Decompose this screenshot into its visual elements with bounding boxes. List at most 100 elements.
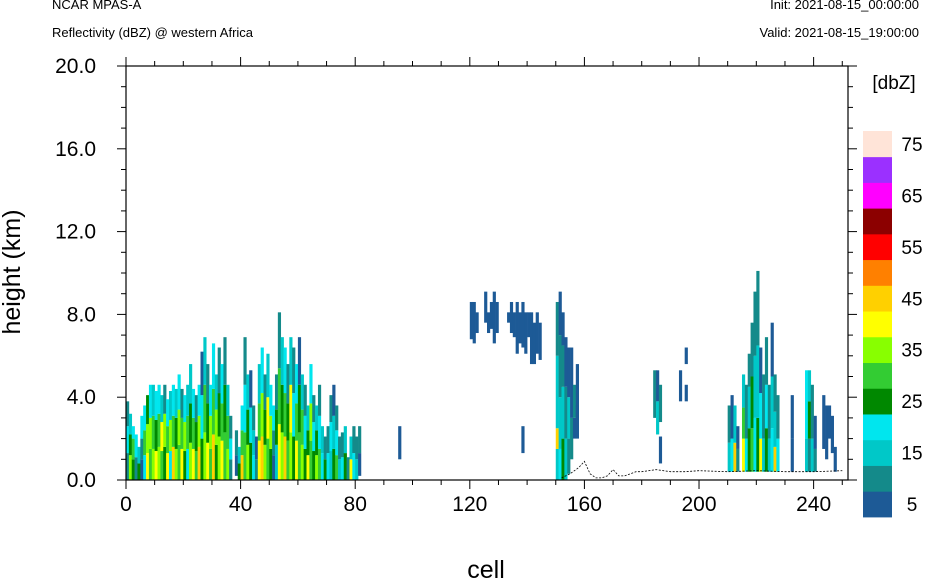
reflectivity-cell: [306, 405, 310, 431]
reflectivity-cell: [163, 446, 167, 480]
reflectivity-cell: [340, 457, 345, 480]
reflectivity-cell: [730, 395, 734, 439]
reflectivity-cell: [289, 432, 293, 480]
reflectivity-cell: [266, 397, 270, 439]
colorbar-tick-label: 35: [901, 341, 922, 362]
plot-border: [125, 65, 849, 481]
reflectivity-cell: [329, 395, 333, 423]
reflectivity-cell: [174, 388, 178, 418]
reflectivity-cell: [767, 384, 771, 439]
reflectivity-cell: [747, 428, 751, 472]
reflectivity-cell: [200, 351, 204, 396]
reflectivity-cell: [143, 405, 147, 431]
reflectivity-cell: [203, 432, 207, 480]
reflectivity-cell: [194, 395, 198, 423]
reflectivity-cell: [306, 430, 310, 456]
reflectivity-cell: [561, 312, 565, 346]
reflectivity-cell: [252, 405, 256, 431]
reflectivity-cell: [243, 384, 247, 433]
reflectivity-cell: [759, 393, 763, 439]
reflectivity-cell: [733, 405, 737, 443]
reflectivity-cell: [730, 438, 734, 472]
reflectivity-cell: [272, 405, 276, 431]
colorbar-swatch: [863, 491, 892, 518]
reflectivity-cell: [240, 405, 244, 431]
reflectivity-cell: [741, 407, 746, 439]
reflectivity-cell: [209, 384, 213, 416]
reflectivity-cell: [160, 395, 164, 423]
reflectivity-cell: [773, 411, 777, 447]
reflectivity-cell: [736, 448, 740, 472]
colorbar-tick-label: 65: [901, 186, 922, 207]
y-tick-label: 8.0: [67, 303, 96, 326]
y-tick-label: 16.0: [55, 138, 96, 161]
reflectivity-cell: [157, 384, 161, 414]
reflectivity-cell: [753, 417, 757, 472]
reflectivity-cell: [762, 374, 766, 439]
reflectivity-cell: [226, 415, 230, 449]
reflectivity-cell: [512, 312, 516, 338]
reflectivity-cell: [297, 432, 302, 480]
reflectivity-cell: [191, 417, 196, 449]
reflectivity-cell: [810, 384, 814, 439]
reflectivity-cell: [223, 432, 227, 480]
reflectivity-cell: [186, 384, 190, 416]
reflectivity-cell: [770, 428, 774, 472]
reflectivity-cell: [283, 436, 287, 480]
reflectivity-cell: [762, 438, 766, 472]
reflectivity-cell: [126, 401, 130, 427]
reflectivity-cell: [538, 322, 542, 360]
colorbar-unit-label: [dbZ]: [872, 73, 915, 94]
reflectivity-cell: [656, 401, 660, 435]
reflectivity-cell: [329, 422, 333, 452]
reflectivity-cell: [678, 370, 683, 402]
y-tick-label: 4.0: [67, 386, 96, 409]
reflectivity-cell: [475, 312, 479, 334]
x-tick-label: 120: [452, 493, 487, 516]
colorbar-swatch: [863, 259, 892, 286]
reflectivity-cell: [309, 364, 313, 404]
reflectivity-cell: [249, 370, 253, 408]
reflectivity-cell: [217, 436, 221, 480]
reflectivity-cell: [220, 403, 224, 441]
reflectivity-cell: [246, 409, 250, 445]
reflectivity-cell: [134, 457, 138, 480]
reflectivity-cell: [764, 384, 769, 429]
reflectivity-cell: [206, 364, 210, 404]
reflectivity-cell: [263, 374, 267, 410]
reflectivity-cell: [338, 459, 342, 480]
reflectivity-cell: [274, 374, 279, 410]
reflectivity-cell: [358, 426, 362, 454]
reflectivity-cell: [148, 384, 153, 418]
reflectivity-cell: [770, 376, 774, 429]
reflectivity-cell: [151, 415, 155, 449]
reflectivity-cell: [209, 415, 213, 449]
reflectivity-cell: [157, 413, 161, 447]
reflectivity-cell: [189, 364, 193, 404]
reflectivity-cell: [309, 403, 313, 441]
reflectivity-cell: [126, 426, 130, 454]
reflectivity-cell: [756, 270, 760, 346]
reflectivity-cell: [274, 409, 279, 445]
reflectivity-cell: [790, 438, 794, 472]
reflectivity-cell: [286, 440, 290, 480]
x-axis-label: cell: [467, 556, 505, 580]
reflectivity-cell: [323, 459, 327, 480]
model-name: NCAR MPAS-A: [52, 0, 142, 12]
reflectivity-cell: [790, 395, 794, 439]
reflectivity-cell: [274, 444, 279, 480]
reflectivity-cell: [807, 401, 812, 439]
reflectivity-cell: [269, 384, 273, 416]
reflectivity-cell: [756, 417, 760, 472]
reflectivity-cell: [140, 415, 144, 439]
reflectivity-cell: [469, 301, 473, 340]
reflectivity-cell: [206, 442, 210, 480]
reflectivity-cell: [292, 436, 296, 480]
reflectivity-cell: [286, 403, 290, 441]
reflectivity-cell: [535, 312, 539, 354]
reflectivity-cell: [297, 384, 302, 433]
x-tick-label: 40: [229, 493, 252, 516]
reflectivity-cell: [507, 312, 511, 323]
reflectivity-cell: [561, 386, 565, 439]
